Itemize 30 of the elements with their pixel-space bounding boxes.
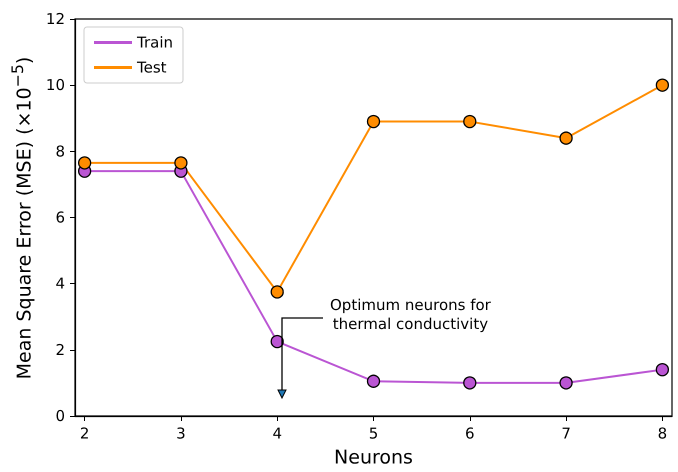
x-tick-label: 3 (176, 424, 186, 442)
y-tick-label: 6 (55, 208, 65, 226)
y-tick-label: 8 (55, 142, 65, 160)
point (559, 131, 573, 145)
point (463, 114, 476, 128)
x-tick-label: 4 (272, 424, 282, 442)
point (656, 363, 670, 376)
y-tick-label: 2 (55, 340, 65, 359)
y-tick-label: 4 (55, 274, 65, 293)
point (174, 156, 188, 170)
y-tick-label: 12 (46, 10, 65, 28)
point (366, 114, 380, 128)
x-tick-label: 5 (368, 424, 378, 442)
x-tick-label: 2 (80, 424, 90, 442)
y-tick-label: 10 (46, 76, 65, 94)
legend-label: Train (136, 34, 173, 52)
x-axis-title: Neurons (334, 446, 413, 468)
point (463, 376, 476, 390)
x-tick-label: 8 (658, 424, 668, 442)
x-tick-label: 6 (465, 424, 475, 442)
point (656, 78, 670, 92)
x-tick-label: 7 (561, 424, 571, 442)
legend-label: Test (136, 58, 167, 76)
point (270, 334, 284, 348)
y-tick-label: 0 (55, 407, 65, 425)
point (78, 156, 92, 170)
point (270, 285, 284, 299)
point (366, 374, 380, 388)
point (559, 376, 573, 390)
annotation: Optimum neurons for thermal conductivity (330, 296, 491, 334)
